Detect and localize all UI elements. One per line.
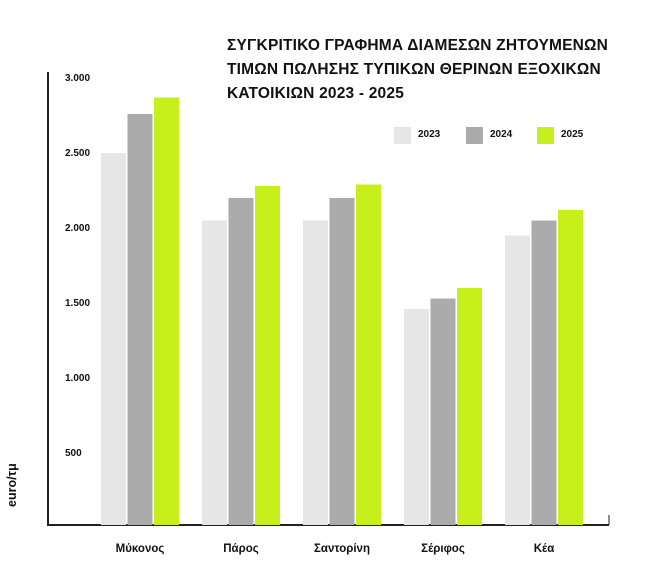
chart-title-line-2: ΤΙΜΩΝ ΠΩΛΗΣΗΣ ΤΥΠΙΚΩΝ ΘΕΡΙΝΩΝ ΕΞΟΧΙΚΩΝ	[227, 61, 601, 78]
bar-Κέα-2025	[558, 210, 583, 525]
chart-title: ΣΥΓΚΡΙΤΙΚΟ ΓΡΑΦΗΜΑ ΔΙΑΜΕΣΩΝ ΖΗΤΟΥΜΕΝΩΝ Τ…	[227, 34, 647, 106]
x-tick-label-Σέριφος: Σέριφος	[421, 543, 465, 555]
x-tick-label-Σαντορίνη: Σαντορίνη	[314, 543, 370, 555]
legend-label-2025: 2025	[561, 129, 584, 140]
legend-swatch-2024	[466, 127, 483, 144]
bar-Μύκονος-2023	[101, 153, 126, 525]
y-tick-label-2000: 2.000	[65, 223, 90, 234]
bar-Σέριφος-2025	[457, 288, 482, 525]
bar-Σαντορίνη-2024	[329, 198, 355, 525]
legend-swatch-2023	[394, 127, 411, 144]
bar-Πάρος-2025	[255, 186, 280, 525]
bar-Μύκονος-2025	[154, 97, 179, 525]
y-tick-label-1000: 1.000	[65, 373, 90, 384]
x-tick-label-Μύκονος: Μύκονος	[116, 543, 165, 555]
y-tick-label-2500: 2.500	[65, 148, 90, 159]
bar-Μύκονος-2024	[127, 114, 153, 525]
bar-Κέα-2023	[505, 235, 530, 525]
x-tick-label-Κέα: Κέα	[534, 543, 555, 555]
y-tick-label-3000: 3.000	[65, 73, 90, 84]
legend-label-2023: 2023	[418, 129, 441, 140]
legend-swatch-2025	[537, 127, 554, 144]
bar-Σαντορίνη-2023	[303, 220, 328, 525]
bar-Σέριφος-2024	[430, 298, 456, 525]
x-tick-label-Πάρος: Πάρος	[223, 543, 259, 555]
bar-Πάρος-2024	[228, 198, 254, 525]
bar-Σαντορίνη-2025	[356, 184, 381, 525]
bar-Πάρος-2023	[202, 220, 227, 525]
bar-Κέα-2024	[531, 220, 557, 525]
y-tick-label-1500: 1.500	[65, 298, 90, 309]
chart-title-line-3: ΚΑΤΟΙΚΙΩΝ 2023 - 2025	[227, 85, 405, 102]
y-tick-label-500: 500	[65, 448, 82, 459]
legend-label-2024: 2024	[490, 129, 513, 140]
chart-title-line-1: ΣΥΓΚΡΙΤΙΚΟ ΓΡΑΦΗΜΑ ΔΙΑΜΕΣΩΝ ΖΗΤΟΥΜΕΝΩΝ	[227, 37, 609, 54]
bar-Σέριφος-2023	[404, 309, 429, 525]
